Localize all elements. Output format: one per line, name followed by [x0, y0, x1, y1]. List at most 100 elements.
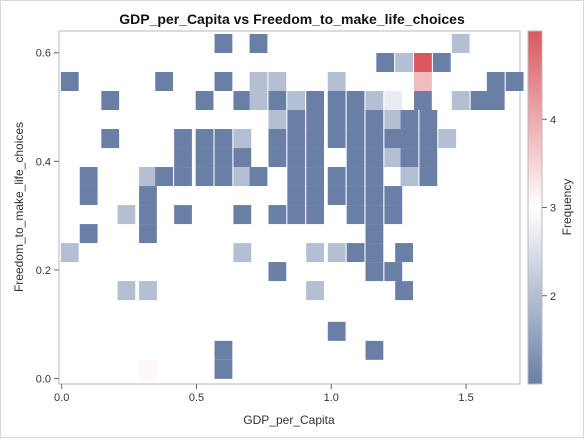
- heatmap-cell: [384, 129, 403, 149]
- colorbar-label: Frequency: [560, 179, 574, 236]
- heatmap-cell: [174, 167, 192, 187]
- colorbar-tick-label: 3: [550, 203, 556, 215]
- heatmap-cell: [287, 205, 306, 225]
- heatmap-cell: [195, 167, 214, 187]
- heatmap-cell: [327, 72, 346, 92]
- heatmap-cell: [414, 52, 432, 72]
- heatmap-cell: [79, 167, 98, 187]
- x-axis-label: GDP_per_Capita: [243, 413, 335, 427]
- heatmap-cell: [101, 129, 120, 149]
- heatmap-cell: [346, 243, 365, 263]
- heatmap-cell: [419, 110, 438, 130]
- heatmap-cell: [400, 129, 419, 149]
- heatmap-cell: [174, 129, 192, 149]
- heatmap-cell: [419, 148, 438, 168]
- colorbar: [527, 30, 543, 385]
- heatmap-cell: [306, 91, 324, 111]
- heatmap-cell: [249, 167, 268, 187]
- heatmap-cell: [346, 167, 365, 187]
- heatmap-cell: [306, 167, 324, 187]
- heatmap-cell: [214, 72, 233, 92]
- heatmap-cell: [395, 243, 413, 263]
- y-tick-label: 0.2: [36, 265, 51, 277]
- heatmap-cell: [268, 72, 287, 92]
- heatmap-cell: [306, 129, 324, 149]
- heatmap-cell: [365, 148, 384, 168]
- heatmap-cell: [376, 52, 395, 72]
- heatmap-cell: [346, 205, 365, 225]
- heatmap-cell: [451, 33, 470, 53]
- heatmap-cell: [287, 148, 306, 168]
- heatmap-cell: [327, 243, 346, 263]
- heatmap-cell: [327, 148, 346, 168]
- x-tick-label: 1.0: [324, 392, 339, 404]
- heatmap-cell: [214, 167, 233, 187]
- heatmap-cell: [365, 340, 384, 360]
- heatmap-cell: [400, 110, 419, 130]
- heatmap-cells: [60, 33, 524, 379]
- heatmap-cell: [346, 262, 365, 282]
- heatmap-cell: [233, 91, 252, 111]
- heatmap-cell: [139, 186, 157, 206]
- heatmap-cell: [327, 129, 346, 149]
- heatmap-cell: [419, 129, 438, 149]
- y-tick-label: 0.0: [36, 374, 51, 386]
- heatmap-cell: [195, 148, 214, 168]
- heatmap-cell: [384, 148, 403, 168]
- heatmap-cell: [395, 281, 413, 301]
- heatmap-cell: [139, 224, 157, 244]
- heatmap-cell: [486, 72, 505, 92]
- heatmap-cell: [117, 205, 136, 225]
- heatmap-cell: [395, 52, 413, 72]
- x-tick-label: 0.0: [54, 392, 69, 404]
- heatmap-cell: [384, 205, 403, 225]
- y-tick-label: 0.6: [36, 48, 51, 60]
- heatmap-cell: [470, 91, 489, 111]
- heatmap-cell: [451, 91, 470, 111]
- heatmap-cell: [214, 340, 233, 360]
- heatmap-cell: [287, 110, 306, 130]
- x-tick-label: 1.5: [458, 392, 473, 404]
- heatmap-cell: [117, 281, 136, 301]
- heatmap-cell: [432, 52, 451, 72]
- heatmap-cell: [306, 281, 324, 301]
- heatmap-cell: [327, 110, 346, 130]
- heatmap-cell: [139, 359, 157, 379]
- heatmap-cell: [419, 167, 438, 187]
- heatmap-cell: [365, 186, 384, 206]
- heatmap-cell: [249, 33, 268, 53]
- heatmap-cell: [365, 129, 384, 149]
- y-tick-label: 0.4: [36, 156, 51, 168]
- heatmap-cell: [327, 91, 346, 111]
- heatmap-cell: [233, 205, 252, 225]
- heatmap-cell: [346, 91, 365, 111]
- heatmap-cell: [365, 262, 384, 282]
- heatmap-cell: [505, 72, 524, 92]
- heatmap-cell: [60, 72, 79, 92]
- heatmap-cell: [384, 186, 403, 206]
- heatmap-cell: [287, 91, 306, 111]
- heatmap-cell: [268, 262, 287, 282]
- heatmap-cell: [287, 186, 306, 206]
- heatmap-cell: [365, 243, 384, 263]
- colorbar-tick-label: 2: [550, 291, 556, 303]
- heatmap-cell: [249, 72, 268, 92]
- heatmap-cell: [327, 205, 346, 225]
- heatmap-cell: [60, 243, 79, 263]
- heatmap-cell: [268, 110, 287, 130]
- heatmap-cell: [327, 321, 346, 341]
- heatmap-cell: [365, 110, 384, 130]
- heatmap-cell: [365, 205, 384, 225]
- heatmap-cell: [214, 33, 233, 53]
- heatmap-cell: [195, 129, 214, 149]
- heatmap-cell: [214, 129, 233, 149]
- heatmap-cell: [384, 110, 403, 130]
- heatmap-cell: [306, 243, 324, 263]
- heatmap-cell: [486, 91, 505, 111]
- x-axis: 0.0 0.5 1.0 1.5: [54, 384, 474, 404]
- heatmap-cell: [414, 91, 432, 111]
- heatmap-cell: [365, 91, 384, 111]
- heatmap-cell: [214, 359, 233, 379]
